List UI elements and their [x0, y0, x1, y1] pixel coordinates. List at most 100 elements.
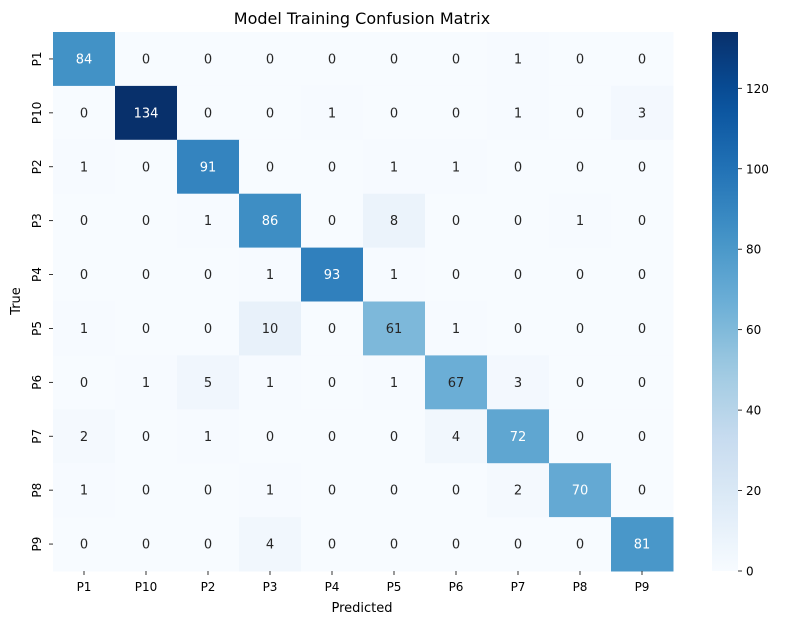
- y-tick-label: P6: [30, 375, 44, 390]
- cell-value-label: 134: [134, 106, 159, 121]
- cell-value-label: 0: [390, 106, 398, 121]
- heatmap-cell: [425, 301, 488, 356]
- heatmap-cell: [301, 517, 364, 572]
- cell-value-label: 0: [638, 268, 646, 283]
- heatmap-cell: [301, 85, 364, 141]
- cell-value-label: 1: [266, 268, 274, 283]
- cell-value-label: 4: [266, 538, 274, 553]
- heatmap-cell: [301, 355, 364, 410]
- heatmap-cell: [239, 247, 302, 302]
- heatmap-cell: [177, 139, 240, 195]
- heatmap-cell: [53, 193, 116, 249]
- heatmap-cell: [53, 32, 116, 87]
- heatmap-cell: [425, 355, 488, 410]
- cell-value-label: 5: [204, 376, 212, 391]
- cell-value-label: 0: [142, 322, 150, 337]
- cell-value-label: 0: [204, 106, 212, 121]
- cell-value-label: 61: [386, 322, 403, 337]
- heatmap-cell: [363, 517, 426, 572]
- cell-value-label: 86: [262, 214, 279, 229]
- heatmap-cell: [549, 301, 612, 356]
- cell-value-label: 72: [510, 430, 527, 445]
- heatmap-cell: [115, 85, 178, 141]
- colorbar-tick-label: 40: [746, 404, 761, 418]
- heatmap-cell: [301, 139, 364, 195]
- heatmap-cell: [611, 463, 674, 518]
- heatmap-cell: [611, 85, 674, 141]
- colorbar-gradient: [712, 32, 738, 571]
- x-tick-label: P10: [135, 580, 158, 594]
- x-tick-label: P7: [511, 580, 526, 594]
- heatmap-cell: [549, 409, 612, 464]
- x-tick-label: P9: [635, 580, 650, 594]
- cell-value-label: 0: [142, 214, 150, 229]
- cell-value-label: 0: [204, 538, 212, 553]
- cell-value-label: 67: [448, 376, 465, 391]
- cell-labels: 84 0 0 0 0 0 0 1 0 00 134 0 0 1 0 0 1 0 31 0 91 0 0 1 1 0 0 00 0 1 86 0…: [76, 52, 651, 552]
- cell-value-label: 2: [514, 484, 522, 499]
- cell-value-label: 0: [266, 106, 274, 121]
- heatmap-cell: [611, 355, 674, 410]
- y-tick-label: P5: [30, 321, 44, 336]
- cell-value-label: 0: [328, 52, 336, 67]
- cell-value-label: 0: [452, 538, 460, 553]
- y-tick-label: P1: [30, 52, 44, 67]
- cell-value-label: 4: [452, 430, 460, 445]
- cell-value-label: 0: [328, 160, 336, 175]
- heatmap-cell: [363, 247, 426, 302]
- heatmap-cell: [425, 247, 488, 302]
- heatmap-cell: [611, 301, 674, 356]
- heatmap-cell: [177, 85, 240, 141]
- heatmap-cell: [487, 463, 550, 518]
- cell-value-label: 0: [142, 484, 150, 499]
- colorbar-tick-label: 0: [746, 565, 754, 579]
- cell-value-label: 0: [576, 52, 584, 67]
- heatmap-cell: [115, 409, 178, 464]
- heatmap-cell: [53, 85, 116, 141]
- cell-value-label: 1: [328, 106, 336, 121]
- heatmap-cell: [487, 409, 550, 464]
- heatmap-cell: [115, 463, 178, 518]
- cell-value-label: 0: [80, 106, 88, 121]
- x-axis-label: Predicted: [331, 601, 392, 616]
- cell-value-label: 1: [576, 214, 584, 229]
- heatmap-cell: [611, 409, 674, 464]
- heatmap-cell: [301, 409, 364, 464]
- y-tick-label: P2: [30, 159, 44, 174]
- cell-value-label: 0: [142, 268, 150, 283]
- cell-value-label: 1: [452, 322, 460, 337]
- cell-value-label: 3: [638, 106, 646, 121]
- heatmap-cell: [425, 409, 488, 464]
- heatmap-cell: [301, 247, 364, 302]
- cell-value-label: 2: [80, 430, 88, 445]
- cell-value-label: 8: [390, 214, 398, 229]
- heatmap-cell: [487, 247, 550, 302]
- cell-value-label: 0: [390, 538, 398, 553]
- heatmap-cell: [611, 247, 674, 302]
- cell-value-label: 1: [80, 484, 88, 499]
- y-tick-label: P4: [30, 267, 44, 282]
- cell-value-label: 0: [390, 430, 398, 445]
- cell-value-label: 0: [576, 430, 584, 445]
- cell-value-label: 0: [638, 376, 646, 391]
- x-tick-label: P5: [387, 580, 402, 594]
- heatmap-cell: [611, 517, 674, 572]
- heatmap-cell: [487, 139, 550, 195]
- colorbar-tick-label: 100: [746, 162, 769, 176]
- heatmap-cell: [425, 193, 488, 249]
- cell-value-label: 0: [328, 484, 336, 499]
- heatmap-cell: [115, 193, 178, 249]
- heatmap-cell: [363, 355, 426, 410]
- cell-value-label: 0: [452, 52, 460, 67]
- cell-value-label: 0: [80, 538, 88, 553]
- heatmap-cell: [425, 139, 488, 195]
- heatmap-cell: [239, 355, 302, 410]
- cell-value-label: 0: [266, 430, 274, 445]
- colorbar-tick-label: 80: [746, 243, 761, 257]
- heatmap-cell: [53, 355, 116, 410]
- heatmap-cell: [549, 355, 612, 410]
- cell-value-label: 0: [204, 268, 212, 283]
- heatmap-cell: [239, 409, 302, 464]
- heatmap-cell: [53, 517, 116, 572]
- cell-value-label: 0: [266, 160, 274, 175]
